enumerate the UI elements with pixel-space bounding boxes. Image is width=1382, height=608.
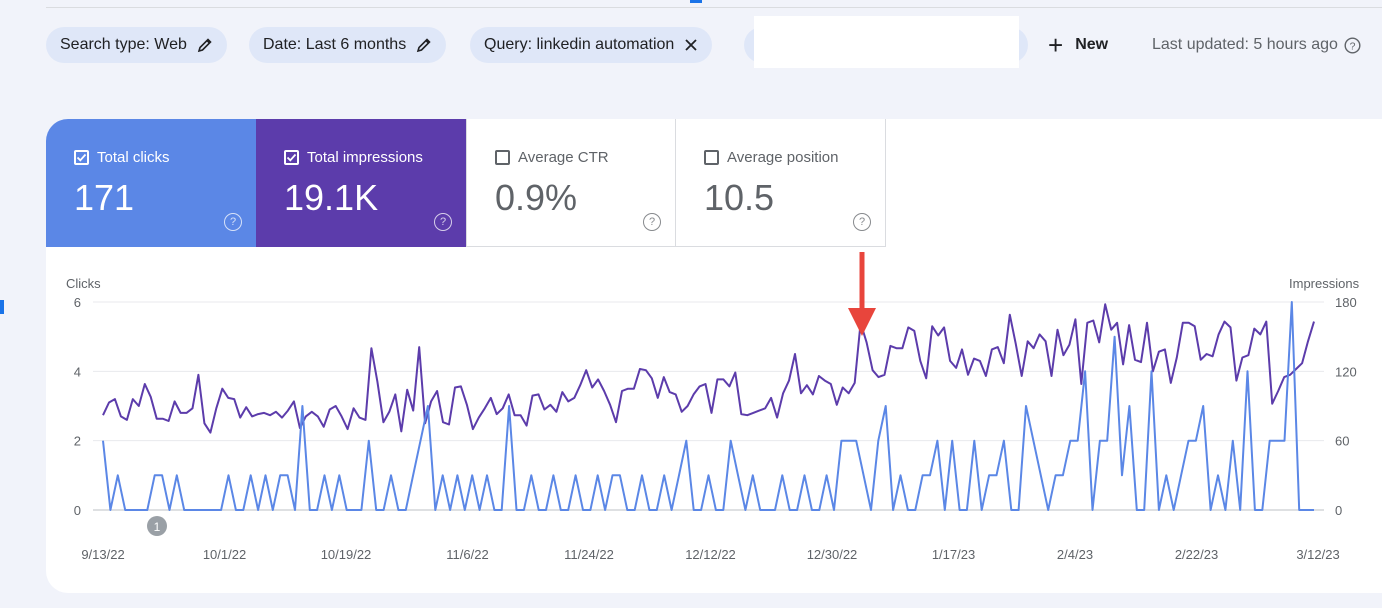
- svg-text:?: ?: [1350, 40, 1356, 52]
- annotation-marker-label: 1: [154, 520, 161, 534]
- metric-label-row: Average CTR: [495, 149, 609, 166]
- right-tick-label: 0: [1335, 503, 1342, 518]
- metric-value: 171: [74, 177, 135, 218]
- date-filter-chip[interactable]: Date: Last 6 months: [249, 27, 447, 63]
- metric-tile-total-clicks[interactable]: Total clicks 171 ?: [46, 119, 256, 247]
- x-tick-label: 12/30/22: [807, 547, 858, 562]
- redacted-area: [754, 16, 1019, 68]
- help-icon[interactable]: ?: [1344, 36, 1361, 54]
- series-line-clicks: [102, 301, 1314, 511]
- search-type-filter-label: Search type: Web: [60, 36, 187, 53]
- checkbox-unchecked-icon[interactable]: [495, 150, 510, 165]
- side-accent-mark: [0, 300, 4, 314]
- metric-tile-average-ctr[interactable]: Average CTR 0.9% ?: [466, 119, 676, 247]
- metric-tile-total-impressions[interactable]: Total impressions 19.1K ?: [256, 119, 466, 247]
- new-filter-button[interactable]: + New: [1048, 27, 1108, 63]
- performance-card: Total clicks 171 ? Total impressions 19.…: [46, 119, 1382, 593]
- red-arrow-annotation: [848, 252, 876, 336]
- search-type-filter-chip[interactable]: Search type: Web: [46, 27, 227, 63]
- top-divider: [46, 7, 1382, 8]
- checkbox-checked-icon[interactable]: [284, 150, 299, 165]
- last-updated-status: Last updated: 5 hours ago ?: [1152, 27, 1361, 63]
- x-tick-label: 2/4/23: [1057, 547, 1093, 562]
- right-axis-title: Impressions: [1289, 276, 1360, 291]
- metric-label: Total clicks: [97, 149, 170, 166]
- help-icon[interactable]: ?: [643, 213, 661, 231]
- close-icon[interactable]: [684, 38, 698, 52]
- metric-label: Average CTR: [518, 149, 609, 166]
- annotation-marker: [147, 516, 167, 536]
- metric-value: 19.1K: [284, 177, 379, 218]
- x-tick-label: 11/6/22: [446, 547, 488, 562]
- left-axis-title: Clicks: [66, 276, 101, 291]
- metric-label: Total impressions: [307, 149, 423, 166]
- metric-value: 0.9%: [495, 177, 578, 218]
- new-filter-label: New: [1075, 36, 1109, 53]
- x-tick-label: 9/13/22: [81, 547, 124, 562]
- top-accent-mark: [690, 0, 702, 3]
- help-icon[interactable]: ?: [853, 213, 871, 231]
- left-tick-label: 4: [74, 364, 81, 379]
- help-icon[interactable]: ?: [434, 213, 452, 231]
- left-tick-label: 2: [74, 434, 81, 449]
- left-tick-label: 0: [74, 503, 81, 518]
- left-tick-label: 6: [74, 295, 81, 310]
- last-updated-text: Last updated: 5 hours ago: [1152, 36, 1338, 53]
- x-tick-label: 3/12/23: [1296, 547, 1339, 562]
- x-tick-label: 1/17/23: [932, 547, 975, 562]
- series-line-impressions: [102, 303, 1315, 434]
- metric-label-row: Total impressions: [284, 149, 423, 166]
- query-filter-chip[interactable]: Query: linkedin automation: [470, 27, 713, 63]
- right-tick-label: 60: [1335, 434, 1349, 449]
- metric-label-row: Average position: [704, 149, 838, 166]
- x-tick-label: 12/12/22: [685, 547, 736, 562]
- metric-value: 10.5: [704, 177, 775, 218]
- edit-pencil-icon[interactable]: [197, 37, 213, 53]
- query-filter-label: Query: linkedin automation: [484, 36, 675, 53]
- metric-label-row: Total clicks: [74, 149, 170, 166]
- help-icon[interactable]: ?: [224, 213, 242, 231]
- right-tick-label: 180: [1335, 295, 1357, 310]
- right-tick-label: 120: [1335, 364, 1357, 379]
- metric-tile-average-position[interactable]: Average position 10.5 ?: [675, 119, 886, 247]
- x-tick-label: 10/19/22: [321, 547, 372, 562]
- date-filter-label: Date: Last 6 months: [263, 36, 407, 53]
- metric-label: Average position: [727, 149, 839, 166]
- checkbox-checked-icon[interactable]: [74, 150, 89, 165]
- x-tick-label: 10/1/22: [203, 547, 246, 562]
- x-tick-label: 2/22/23: [1175, 547, 1218, 562]
- x-tick-label: 11/24/22: [564, 547, 614, 562]
- plus-icon: +: [1048, 30, 1064, 60]
- edit-pencil-icon[interactable]: [416, 37, 432, 53]
- checkbox-unchecked-icon[interactable]: [704, 150, 719, 165]
